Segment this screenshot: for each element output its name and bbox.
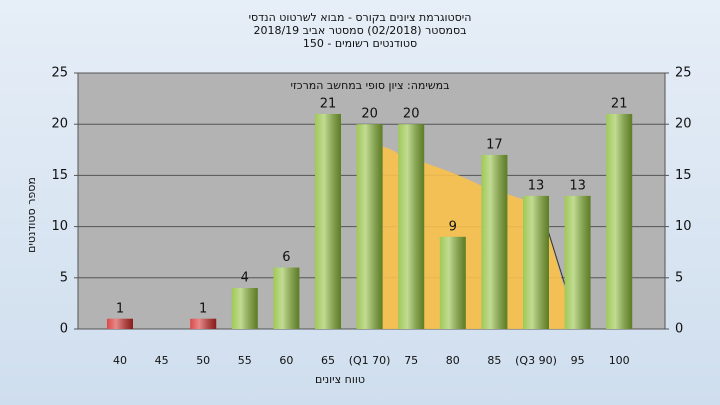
x-tick-label: (Q1 70) — [349, 354, 391, 367]
bar-shading — [107, 318, 133, 329]
value-label: 13 — [528, 178, 545, 193]
y2-tick-label: 15 — [675, 168, 692, 183]
value-label: 20 — [361, 107, 378, 122]
y-tick-label: 10 — [51, 219, 68, 234]
x-tick-label: 100 — [609, 354, 630, 367]
chart-subtitle: סטודנטים רשומים - 150 — [303, 37, 417, 50]
bar-shading — [273, 267, 300, 329]
bar-shading — [356, 124, 383, 329]
y-tick-label: 15 — [51, 168, 68, 183]
bar-shading — [564, 195, 591, 329]
annotation: במשימה: ציון סופי במחשב המרכזי — [290, 79, 449, 92]
x-tick-label: 40 — [113, 354, 127, 367]
bar-shading — [231, 288, 258, 329]
bar-shading — [190, 318, 217, 329]
y-tick-label: 5 — [60, 270, 68, 285]
value-label: 1 — [199, 301, 207, 316]
y2-tick-label: 25 — [675, 66, 692, 81]
y2-tick-label: 0 — [675, 322, 683, 337]
value-label: 21 — [611, 96, 628, 111]
x-tick-label: 45 — [155, 354, 169, 367]
x-tick-label: 60 — [279, 354, 293, 367]
x-tick-label: 85 — [487, 354, 501, 367]
y-axis-label: מספר סטודנטים — [25, 177, 38, 253]
bar-shading — [606, 113, 633, 330]
y2-tick-label: 20 — [675, 117, 692, 132]
x-tick-label: 65 — [321, 354, 335, 367]
chart-subtitle: בסמסטר (02/2018) סמסטר אביב 2018/19 — [253, 24, 466, 37]
bar-shading — [315, 113, 341, 330]
x-tick-label: 95 — [571, 354, 585, 367]
y-tick-label: 25 — [51, 66, 68, 81]
y2-tick-label: 10 — [675, 219, 692, 234]
chart-title: היסטוגרמת ציונים בקורס - מבוא לשרטוט הנד… — [249, 11, 472, 24]
x-tick-label: 75 — [404, 354, 418, 367]
value-label: 4 — [241, 271, 249, 286]
value-label: 1 — [116, 301, 124, 316]
value-label: 6 — [282, 250, 290, 265]
y-tick-label: 0 — [60, 322, 68, 337]
y2-tick-label: 5 — [675, 270, 683, 285]
value-label: 20 — [403, 107, 420, 122]
x-tick-label: 80 — [446, 354, 460, 367]
x-tick-label: 55 — [238, 354, 252, 367]
value-label: 13 — [569, 178, 586, 193]
value-label: 21 — [320, 96, 337, 111]
bar-shading — [481, 154, 508, 329]
y-tick-label: 20 — [51, 117, 68, 132]
bar-shading — [523, 195, 549, 329]
bar-shading — [398, 124, 425, 329]
x-tick-label: 50 — [196, 354, 210, 367]
x-axis-label: טווח ציונים — [315, 373, 365, 386]
value-label: 17 — [486, 137, 503, 152]
value-label: 9 — [449, 219, 457, 234]
bar-shading — [439, 236, 466, 329]
x-tick-label: (Q3 90) — [515, 354, 557, 367]
